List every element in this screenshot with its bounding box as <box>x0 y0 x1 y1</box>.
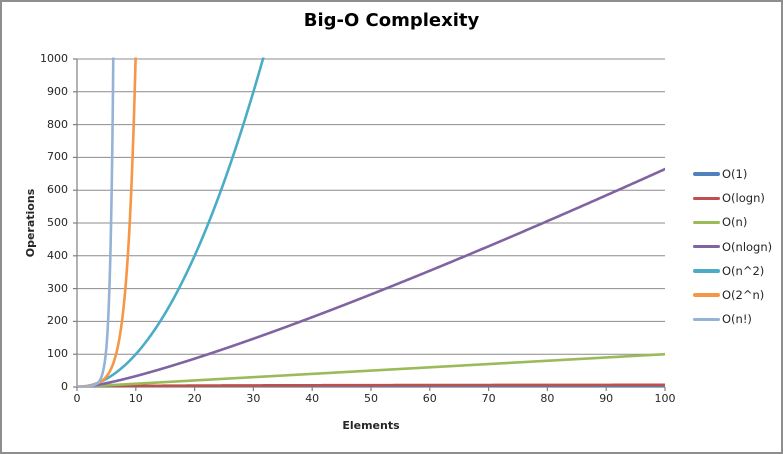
x-axis-tick-label: 100 <box>654 392 676 405</box>
x-axis-tick-label: 60 <box>422 392 437 405</box>
series-line-O(n) <box>77 352 665 387</box>
y-axis-tick-label: 800 <box>47 117 68 131</box>
legend-swatch <box>693 220 720 225</box>
x-axis-tick-label: 30 <box>246 392 261 405</box>
legend-label: O(logn) <box>722 191 765 206</box>
x-axis-tick-label: 10 <box>128 392 143 405</box>
legend-label: O(1) <box>722 167 748 182</box>
legend-item-O(2^n): O(2^n) <box>693 283 772 307</box>
y-axis-title: Operations <box>24 188 37 258</box>
legend-label: O(2^n) <box>722 288 765 303</box>
legend-item-O(n): O(n) <box>693 210 772 234</box>
x-axis-tick-label: 20 <box>187 392 202 405</box>
legend-swatch <box>693 244 720 249</box>
y-axis-tick-label: 300 <box>47 281 68 295</box>
legend-item-O(nlogn): O(nlogn) <box>693 235 772 259</box>
x-axis-tick-label: 80 <box>540 392 555 405</box>
legend-swatch <box>693 317 720 321</box>
y-axis-tick-label: 900 <box>47 84 68 98</box>
legend-item-O(n^2): O(n^2) <box>693 259 772 283</box>
y-axis-tick-label: 0 <box>61 380 68 393</box>
x-axis-tick-label: 70 <box>481 392 496 405</box>
legend-swatch <box>693 172 720 176</box>
y-axis-tick-label: 200 <box>47 314 68 328</box>
legend-swatch <box>693 293 720 297</box>
series-line-O(n!) <box>77 57 115 387</box>
series-line-O(logn) <box>77 383 665 387</box>
series-line-O(nlogn) <box>77 167 665 387</box>
legend-label: O(n) <box>722 215 748 230</box>
y-axis-tick-label: 400 <box>47 248 68 262</box>
chart-title: Big-O Complexity <box>303 10 480 31</box>
legend-label: O(n^2) <box>722 263 765 278</box>
x-axis-tick-label: 0 <box>73 392 81 405</box>
x-axis-title: Elements <box>342 419 400 432</box>
legend-swatch <box>693 269 720 273</box>
x-axis-tick-label: 50 <box>364 392 378 405</box>
y-axis-tick-label: 1000 <box>40 52 68 65</box>
legend-label: O(n!) <box>722 312 752 327</box>
x-axis-tick-label: 90 <box>599 392 614 405</box>
y-axis-tick-label: 600 <box>47 183 68 197</box>
y-axis-tick-label: 500 <box>47 216 68 229</box>
legend-item-O(1): O(1) <box>693 162 772 186</box>
legend-item-O(n!): O(n!) <box>693 307 772 331</box>
legend-swatch <box>693 196 720 200</box>
chart-legend: O(1) O(logn) O(n) O(nlogn) O(n^2) O(2^n) O(n!) <box>693 162 772 331</box>
x-axis-tick-label: 40 <box>305 392 320 405</box>
series-line-O(n^2) <box>77 57 265 387</box>
legend-item-O(logn): O(logn) <box>693 186 772 210</box>
y-axis-tick-label: 100 <box>47 347 68 361</box>
y-axis-tick-label: 700 <box>47 150 68 164</box>
legend-label: O(nlogn) <box>722 239 773 254</box>
